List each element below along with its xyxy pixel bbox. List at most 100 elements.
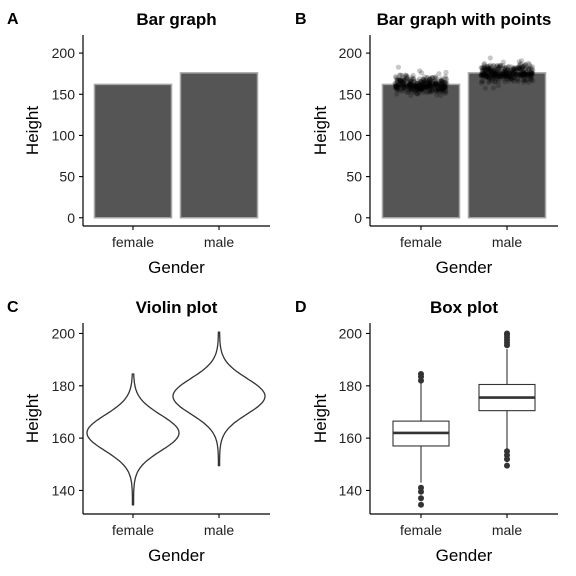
data-point bbox=[412, 83, 418, 89]
data-point bbox=[483, 67, 489, 73]
data-point bbox=[479, 70, 485, 76]
data-point bbox=[494, 73, 500, 79]
data-point bbox=[489, 71, 495, 77]
data-point bbox=[492, 71, 498, 77]
data-point bbox=[415, 82, 421, 88]
data-point bbox=[418, 78, 424, 84]
data-point bbox=[480, 73, 486, 79]
data-point bbox=[407, 83, 413, 89]
data-point bbox=[494, 63, 500, 69]
data-point bbox=[423, 80, 429, 86]
data-point bbox=[439, 85, 445, 92]
data-point bbox=[433, 87, 439, 93]
data-point bbox=[442, 81, 448, 87]
data-point bbox=[513, 69, 519, 75]
data-point bbox=[427, 88, 433, 94]
data-point bbox=[394, 91, 400, 97]
data-point bbox=[488, 63, 494, 70]
data-point bbox=[419, 70, 425, 76]
data-point bbox=[528, 71, 534, 77]
data-point bbox=[436, 78, 442, 84]
data-point bbox=[401, 81, 407, 87]
data-point bbox=[500, 74, 506, 80]
data-point bbox=[399, 88, 405, 94]
data-point bbox=[479, 65, 485, 71]
data-point bbox=[481, 62, 487, 68]
data-point bbox=[439, 88, 445, 94]
data-point bbox=[482, 66, 488, 72]
outlier-point bbox=[418, 495, 424, 502]
data-point bbox=[402, 81, 408, 87]
data-point bbox=[487, 72, 493, 78]
data-point bbox=[416, 85, 422, 92]
data-point bbox=[418, 88, 424, 94]
data-point bbox=[499, 73, 505, 79]
data-point bbox=[482, 67, 488, 73]
data-point bbox=[434, 88, 440, 94]
data-point bbox=[522, 70, 529, 76]
data-point bbox=[503, 76, 509, 82]
data-point bbox=[444, 76, 450, 82]
data-point bbox=[394, 82, 400, 88]
y-tick-label: 100 bbox=[339, 127, 363, 143]
data-point bbox=[507, 69, 513, 75]
data-point bbox=[521, 67, 527, 73]
data-point bbox=[420, 84, 426, 90]
data-point bbox=[431, 85, 437, 91]
data-point bbox=[438, 78, 444, 84]
data-point bbox=[425, 79, 431, 85]
data-point bbox=[502, 68, 508, 74]
data-point bbox=[408, 87, 414, 93]
data-point bbox=[433, 81, 439, 88]
y-tick-label: 0 bbox=[354, 210, 362, 226]
data-point bbox=[416, 81, 422, 87]
data-point bbox=[420, 80, 426, 86]
data-point bbox=[441, 82, 447, 88]
data-point bbox=[496, 69, 502, 75]
data-point bbox=[526, 79, 532, 85]
data-point bbox=[484, 70, 490, 77]
data-point bbox=[426, 77, 432, 84]
data-point bbox=[433, 75, 440, 82]
jitter-points-male bbox=[478, 55, 536, 91]
data-point bbox=[508, 70, 515, 76]
data-point bbox=[511, 74, 517, 81]
data-point bbox=[495, 66, 501, 72]
data-point bbox=[515, 78, 522, 84]
data-point bbox=[407, 82, 413, 88]
data-point bbox=[398, 83, 404, 89]
data-point bbox=[507, 74, 513, 80]
data-point bbox=[504, 67, 510, 73]
data-point bbox=[407, 81, 414, 87]
data-point bbox=[414, 85, 420, 91]
data-point bbox=[401, 85, 408, 91]
data-point bbox=[418, 86, 424, 92]
data-point bbox=[488, 78, 494, 84]
data-point bbox=[522, 63, 528, 69]
data-point bbox=[417, 83, 423, 89]
data-point bbox=[442, 90, 448, 96]
data-point bbox=[417, 76, 423, 82]
data-point bbox=[398, 80, 404, 86]
data-point bbox=[506, 73, 512, 79]
data-point bbox=[516, 65, 522, 71]
data-point bbox=[499, 72, 505, 78]
data-point bbox=[505, 68, 511, 74]
data-point bbox=[415, 86, 422, 92]
data-point bbox=[492, 68, 498, 75]
data-point bbox=[518, 66, 524, 72]
y-tick-label: 150 bbox=[52, 86, 76, 102]
data-point bbox=[427, 89, 433, 95]
data-point bbox=[510, 71, 516, 77]
data-point bbox=[491, 67, 497, 73]
data-point bbox=[417, 80, 423, 86]
data-point bbox=[428, 84, 434, 90]
data-point bbox=[397, 77, 404, 83]
data-point bbox=[492, 75, 498, 82]
data-point bbox=[518, 70, 524, 77]
x-axis-title: Gender bbox=[436, 258, 493, 277]
y-tick-label: 50 bbox=[346, 169, 362, 185]
data-point bbox=[432, 75, 438, 81]
data-point bbox=[429, 75, 435, 81]
data-point bbox=[415, 91, 421, 97]
